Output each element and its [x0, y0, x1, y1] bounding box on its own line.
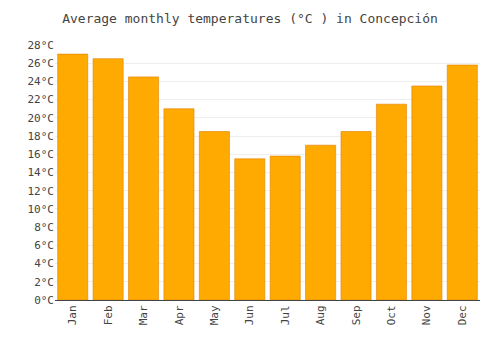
svg-text:Feb: Feb — [102, 305, 115, 325]
svg-text:Nov: Nov — [420, 305, 433, 325]
svg-text:8°C: 8°C — [34, 221, 54, 234]
svg-text:6°C: 6°C — [34, 239, 54, 252]
svg-text:Average monthly temperatures (: Average monthly temperatures (°C ) in Co… — [62, 11, 438, 26]
svg-text:10°C: 10°C — [28, 203, 55, 216]
svg-text:12°C: 12°C — [28, 185, 55, 198]
svg-text:Apr: Apr — [173, 305, 186, 325]
svg-text:22°C: 22°C — [28, 93, 55, 106]
svg-text:Sep: Sep — [350, 305, 363, 325]
svg-text:May: May — [208, 305, 221, 325]
svg-text:Aug: Aug — [314, 305, 327, 325]
svg-text:16°C: 16°C — [28, 148, 55, 161]
svg-text:Jun: Jun — [243, 305, 256, 325]
svg-text:Jul: Jul — [279, 305, 292, 325]
svg-text:28°C: 28°C — [28, 39, 55, 52]
svg-text:0°C: 0°C — [34, 294, 54, 307]
svg-text:Mar: Mar — [137, 305, 150, 325]
svg-text:24°C: 24°C — [28, 75, 55, 88]
svg-text:18°C: 18°C — [28, 130, 55, 143]
svg-text:26°C: 26°C — [28, 57, 55, 70]
svg-text:Jan: Jan — [66, 305, 79, 325]
svg-text:2°C: 2°C — [34, 276, 54, 289]
svg-text:Dec: Dec — [456, 305, 469, 325]
svg-text:Oct: Oct — [385, 305, 398, 325]
svg-text:20°C: 20°C — [28, 112, 55, 125]
svg-text:14°C: 14°C — [28, 166, 55, 179]
svg-text:4°C: 4°C — [34, 257, 54, 270]
